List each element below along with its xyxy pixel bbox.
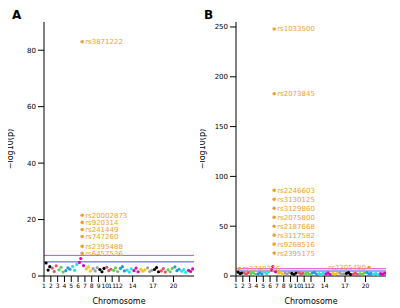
svg-text:rs3130125: rs3130125 [277,196,315,204]
svg-text:5: 5 [261,282,265,289]
svg-text:rs1033500: rs1033500 [277,25,315,33]
svg-text:40: 40 [27,160,36,168]
svg-text:150: 150 [215,123,228,131]
svg-text:8: 8 [90,282,94,289]
svg-text:100: 100 [215,173,228,181]
html-text:B: B [204,8,214,22]
svg-text:9: 9 [97,282,101,289]
svg-text:250: 250 [215,23,228,31]
svg-text:20: 20 [170,282,178,289]
svg-text:6: 6 [76,282,80,289]
svg-text:rs20002873: rs20002873 [85,211,128,220]
svg-text:50: 50 [219,223,228,231]
svg-text:6: 6 [268,282,272,289]
svg-text:rs2075800: rs2075800 [277,214,315,222]
svg-text:7: 7 [275,282,279,289]
svg-text:rs2395488: rs2395488 [85,242,123,251]
svg-text:−log10(p): −log10(p) [200,129,207,169]
svg-text:rs3740316: rs3740316 [242,265,280,273]
svg-text:rs3129860: rs3129860 [277,205,315,213]
svg-text:rs2246603: rs2246603 [277,187,315,195]
svg-text:9: 9 [289,282,293,289]
svg-text:1: 1 [42,282,46,289]
svg-text:rs2187668: rs2187668 [277,223,315,231]
svg-text:80: 80 [27,47,36,55]
svg-text:rs2395175: rs2395175 [277,250,315,258]
svg-text:rs3871222: rs3871222 [85,38,123,46]
svg-text:17: 17 [341,282,349,289]
svg-text:7: 7 [83,282,87,289]
svg-text:2: 2 [241,282,245,289]
svg-text:3: 3 [248,282,252,289]
svg-text:0: 0 [32,272,36,280]
svg-text:Chromosome: Chromosome [284,297,337,306]
svg-text:rs241449: rs241449 [85,225,119,234]
svg-text:rs2073845: rs2073845 [277,90,315,98]
svg-text:4: 4 [255,282,259,289]
html-text:A: A [12,8,22,22]
svg-text:5: 5 [69,282,73,289]
svg-text:20: 20 [27,216,36,224]
svg-text:17: 17 [149,282,157,289]
svg-text:12: 12 [115,282,123,289]
svg-text:1: 1 [234,282,238,289]
svg-text:rs9268516: rs9268516 [277,241,315,249]
svg-text:Chromosome: Chromosome [92,297,145,306]
svg-text:rs3117582: rs3117582 [277,232,315,240]
svg-text:rs920314: rs920314 [85,218,119,227]
svg-text:14: 14 [129,282,137,289]
svg-text:8: 8 [282,282,286,289]
svg-text:2: 2 [49,282,53,289]
svg-text:rs6457536: rs6457536 [85,250,123,258]
html-text:10 11: 10 11 [101,282,116,290]
svg-text:12: 12 [307,282,315,289]
svg-text:4: 4 [63,282,67,289]
svg-text:14: 14 [321,282,329,289]
svg-text:3: 3 [56,282,60,289]
html-text:10 11: 10 11 [293,282,308,290]
svg-text:200: 200 [215,73,228,81]
svg-text:60: 60 [27,103,36,111]
svg-text:20: 20 [362,282,370,289]
svg-text:−log10(p): −log10(p) [8,129,15,169]
svg-text:rs2305480: rs2305480 [328,264,366,272]
svg-text:rs747260: rs747260 [85,233,118,241]
svg-text:0: 0 [224,272,228,280]
